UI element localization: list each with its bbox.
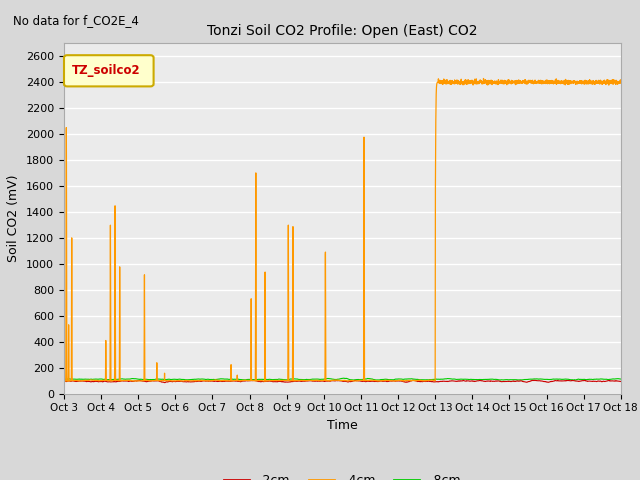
-2cm <box>531 377 539 383</box>
-2cm <box>322 378 330 384</box>
-4cm <box>616 80 624 85</box>
-4cm <box>322 357 330 362</box>
-4cm <box>467 80 475 85</box>
-2cm <box>436 379 444 384</box>
-2cm <box>160 380 168 385</box>
-2cm <box>161 380 168 385</box>
Text: TZ_soilco2: TZ_soilco2 <box>72 64 140 77</box>
-8cm <box>468 377 476 383</box>
-2cm <box>616 378 624 384</box>
Y-axis label: Soil CO2 (mV): Soil CO2 (mV) <box>8 175 20 262</box>
Line: -4cm: -4cm <box>64 78 621 381</box>
-2cm <box>60 378 68 384</box>
Legend: -2cm, -4cm, -8cm: -2cm, -4cm, -8cm <box>219 469 466 480</box>
-4cm <box>161 378 168 384</box>
-8cm <box>373 377 381 383</box>
-8cm <box>340 375 348 381</box>
-4cm <box>617 80 625 85</box>
-8cm <box>436 376 444 382</box>
X-axis label: Time: Time <box>327 419 358 432</box>
-4cm <box>63 378 71 384</box>
-4cm <box>479 75 487 81</box>
Title: Tonzi Soil CO2 Profile: Open (East) CO2: Tonzi Soil CO2 Profile: Open (East) CO2 <box>207 24 477 38</box>
Text: No data for f_CO2E_4: No data for f_CO2E_4 <box>13 14 139 27</box>
-8cm <box>499 377 507 383</box>
-8cm <box>617 376 625 382</box>
-8cm <box>322 376 330 382</box>
-8cm <box>160 376 168 382</box>
-2cm <box>617 379 625 384</box>
-8cm <box>616 376 624 382</box>
Line: -2cm: -2cm <box>64 380 621 383</box>
-4cm <box>436 80 444 85</box>
-4cm <box>60 378 68 384</box>
-2cm <box>499 379 507 384</box>
Line: -8cm: -8cm <box>64 378 621 380</box>
-8cm <box>60 376 68 382</box>
-4cm <box>499 79 507 85</box>
-2cm <box>467 378 475 384</box>
